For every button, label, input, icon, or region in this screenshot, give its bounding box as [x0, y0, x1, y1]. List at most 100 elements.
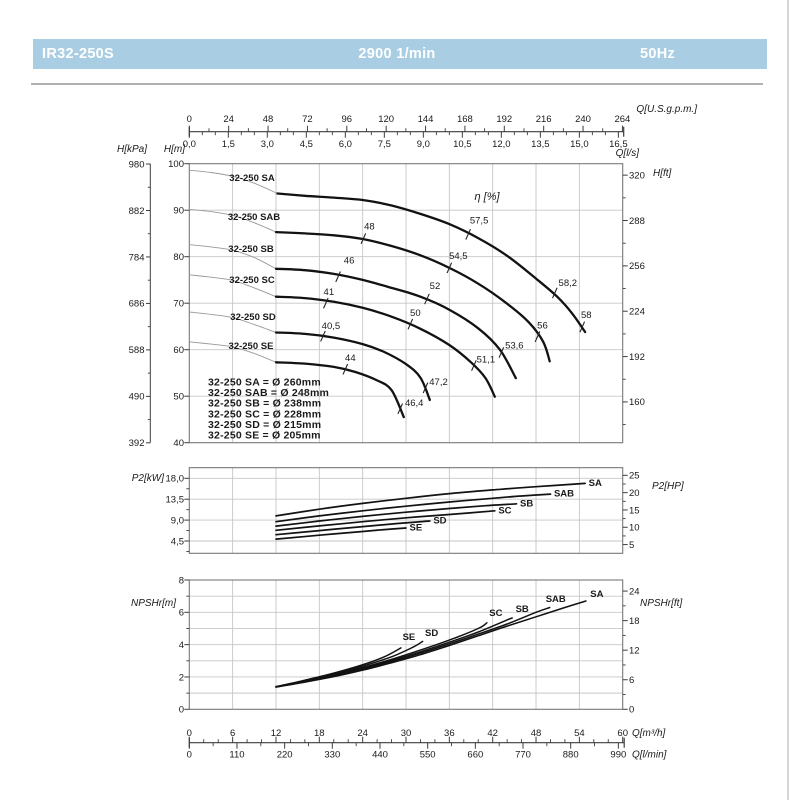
- curve-32-250-sd-inlet: [188, 311, 277, 333]
- curve-name-label: 32-250 SE: [229, 341, 274, 352]
- tick-label: 192: [496, 114, 512, 125]
- axis-title-gpm: Q[U.S.g.p.m.]: [636, 104, 697, 115]
- tick-label: 72: [302, 114, 313, 125]
- efficiency-label: 48: [364, 222, 375, 233]
- curve-32-250-se-inlet: [188, 341, 277, 363]
- tick-label: 12: [629, 645, 640, 656]
- efficiency-label: 50: [410, 308, 421, 319]
- axis-title-m3h: Q[m³/h]: [632, 728, 666, 739]
- tick-label: 882: [129, 206, 145, 217]
- tick-label: 120: [378, 114, 394, 125]
- tick-label: 70: [173, 299, 184, 310]
- curve-p2-sa: [275, 482, 586, 517]
- curve-32-250-se-head: [274, 361, 405, 419]
- tick-label: 160: [629, 397, 645, 408]
- tick-label: 12: [271, 728, 282, 739]
- tick-label: 264: [614, 114, 630, 125]
- tick-label: 48: [263, 114, 274, 125]
- axis-title-ls: Q[l/s]: [616, 148, 640, 159]
- tick-label: 990: [610, 750, 626, 761]
- efficiency-label: 54,5: [449, 251, 468, 262]
- efficiency-tick: [335, 271, 341, 283]
- efficiency-label: 53,6: [505, 340, 524, 351]
- efficiency-label: 47,2: [429, 377, 448, 388]
- bottom-flow-axis: 0 6 12 18 24 30 36 42 48 54 60 0 110 220 330 440 550 660 7…: [187, 728, 667, 761]
- tick-label: 550: [420, 750, 436, 761]
- efficiency-tick: [360, 233, 367, 244]
- tick-label: 144: [418, 114, 434, 125]
- tick-label: 4: [179, 640, 184, 651]
- tick-label: 24: [223, 114, 234, 125]
- tick-label: 90: [173, 206, 184, 217]
- tick-label: 320: [629, 170, 645, 181]
- efficiency-label: 46,4: [405, 398, 424, 409]
- efficiency-tick: [534, 331, 541, 343]
- efficiency-tick: [342, 363, 349, 375]
- tick-label: 588: [129, 345, 145, 356]
- curve-32-250-sab-inlet: [188, 208, 277, 233]
- tick-label: 216: [536, 114, 552, 125]
- tick-label: 6: [629, 675, 634, 686]
- efficiency-tick: [422, 382, 429, 394]
- p2-curve-label: SB: [520, 498, 533, 509]
- tick-label: 4,5: [171, 536, 184, 547]
- axis-title-p2-kw: P2[kW]: [132, 473, 164, 484]
- tick-label: 18: [314, 728, 325, 739]
- curve-32-250-sd-head: [274, 331, 431, 402]
- tick-label: 96: [342, 114, 353, 125]
- tick-label: 192: [629, 352, 645, 363]
- tick-label: 40: [173, 438, 184, 449]
- axis-title-lmin: Q[l/min]: [632, 750, 667, 761]
- legend-line: 32-250 SD = Ø 215mm: [208, 419, 321, 431]
- p2-curve-label: SAB: [554, 489, 574, 500]
- tick-label: 0,0: [183, 139, 196, 150]
- tick-label: 54: [574, 728, 585, 739]
- tick-label: 24: [357, 728, 368, 739]
- npshr-curve-label: SA: [590, 589, 603, 600]
- curve-name-label: 32-250 SC: [229, 275, 275, 286]
- curve-name-label: 32-250 SD: [230, 312, 276, 323]
- tick-label: 60: [617, 728, 628, 739]
- tick-label: 6: [179, 608, 184, 619]
- tick-label: 18,0: [166, 474, 185, 485]
- p2-curve-label: SE: [410, 522, 423, 533]
- curve-name-label: 32-250 SAB: [228, 212, 280, 223]
- tick-label: 13,5: [166, 495, 185, 506]
- efficiency-label: 44: [345, 353, 356, 364]
- curve-p2-se: [275, 527, 407, 540]
- tick-label: 5: [629, 540, 634, 551]
- tick-label: 9,0: [417, 139, 430, 150]
- tick-label: 7,5: [378, 139, 391, 150]
- tick-label: 330: [324, 750, 340, 761]
- tick-label: 36: [444, 728, 455, 739]
- legend-line: 32-250 SAB = Ø 248mm: [208, 387, 329, 399]
- legend-line: 32-250 SB = Ø 238mm: [208, 398, 321, 410]
- plot-frame: [188, 467, 624, 554]
- tick-label: 12,0: [492, 139, 511, 150]
- pump-model-label: IR32-250S: [42, 46, 115, 62]
- legend-line: 32-250 SE = Ø 205mm: [208, 430, 321, 442]
- efficiency-tick: [498, 347, 505, 358]
- efficiency-tick: [320, 330, 326, 342]
- tick-label: 30: [401, 728, 412, 739]
- tick-label: 100: [168, 159, 184, 170]
- curve-npshr-sa: [275, 600, 587, 688]
- window-right-edge: [787, 0, 789, 800]
- npshr-curve-label: SE: [403, 632, 416, 643]
- tick-label: 2: [179, 672, 184, 683]
- tick-label: 256: [629, 261, 645, 272]
- efficiency-label: 58,2: [559, 278, 578, 289]
- efficiency-label: 57,5: [470, 215, 489, 226]
- tick-label: 6: [230, 728, 235, 739]
- efficiency-tick: [579, 321, 586, 333]
- tick-label: 220: [277, 750, 293, 761]
- tick-label: 1,5: [222, 139, 235, 150]
- tick-label: 0: [187, 114, 192, 125]
- tick-label: 9,0: [171, 515, 184, 526]
- axis-title-h-kpa: H[kPa]: [117, 144, 147, 155]
- tick-label: 224: [629, 307, 645, 318]
- efficiency-tick: [471, 360, 477, 371]
- tick-label: 20: [629, 488, 640, 499]
